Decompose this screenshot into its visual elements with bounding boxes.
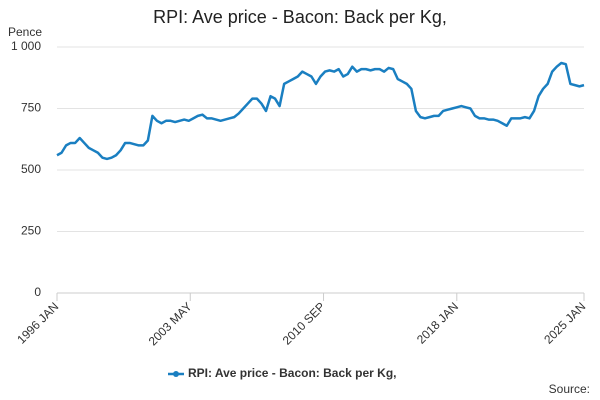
y-tick-label: 500	[21, 162, 41, 176]
x-tick-label: 1996 JAN	[14, 299, 61, 346]
legend-label: RPI: Ave price - Bacon: Back per Kg,	[188, 366, 397, 380]
chart-title: RPI: Ave price - Bacon: Back per Kg,	[153, 7, 447, 27]
legend-marker	[173, 371, 179, 377]
data-line	[56, 61, 585, 161]
x-tick-label: 2018 JAN	[414, 299, 461, 346]
y-tick-label: 1 000	[11, 39, 41, 53]
y-tick-label: 0	[34, 285, 41, 299]
y-tick-label: 750	[21, 101, 41, 115]
x-tick-label: 2003 MAY	[146, 299, 195, 348]
x-tick-label: 2025 JAN	[541, 299, 588, 346]
source: Source:	[549, 382, 590, 396]
x-tick-label: 2010 SEP	[280, 299, 328, 347]
y-tick-label: 250	[21, 224, 41, 238]
y-axis-label: Pence	[8, 25, 42, 39]
